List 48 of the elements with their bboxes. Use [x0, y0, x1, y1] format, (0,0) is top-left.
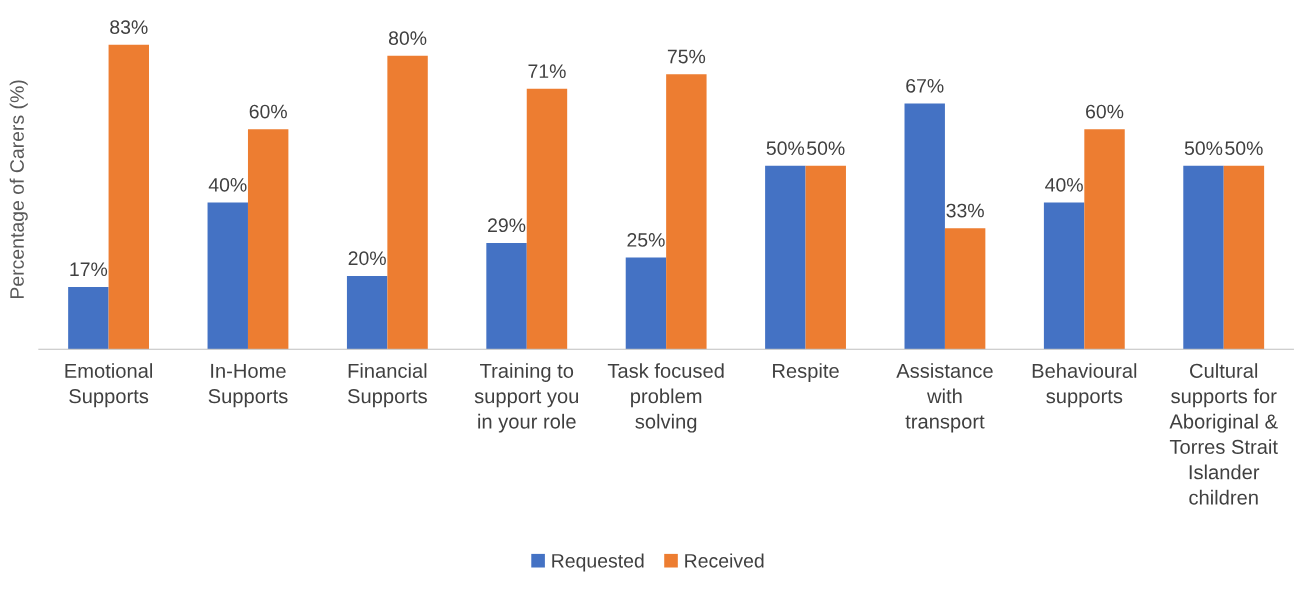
x-tick-label: Emotional Supports [65, 363, 153, 408]
data-label: 33% [946, 203, 984, 218]
data-label: 83% [110, 20, 148, 35]
bar [904, 103, 945, 350]
data-label: 71% [528, 64, 566, 78]
x-tick-label: Financial Supports [347, 363, 427, 408]
data-label: 50% [1225, 141, 1263, 156]
x-tick-label: Training to support you in your role [474, 363, 579, 433]
bar [765, 165, 806, 350]
data-label: 17% [70, 262, 108, 277]
data-label: 75% [667, 49, 706, 64]
bar [1183, 165, 1224, 350]
data-label: 60% [1086, 104, 1124, 119]
bar [526, 88, 568, 350]
legend-label: Requested [552, 553, 644, 572]
bar [387, 55, 428, 350]
bar [805, 165, 846, 350]
data-label: 50% [1184, 141, 1223, 156]
x-tick-label: Assistance with transport [896, 363, 993, 433]
data-label: 50% [807, 141, 845, 156]
x-tick-label: Task focused problem solving [607, 363, 724, 433]
x-tick-label: In-Home Supports [208, 363, 288, 408]
data-label: 29% [488, 218, 526, 233]
bar [1223, 165, 1265, 350]
data-label: 60% [249, 104, 287, 119]
bar [207, 202, 248, 350]
y-axis-title: Percentage of Carers (%) [9, 80, 28, 299]
data-label: 67% [906, 78, 944, 93]
data-label: 20% [348, 251, 386, 266]
bar [625, 257, 667, 350]
bar [346, 275, 388, 350]
data-label: 80% [388, 31, 427, 46]
data-label: 40% [1045, 178, 1083, 192]
x-tick-label: Cultural supports for Aboriginal & Torres Strait Islander children [1169, 363, 1278, 505]
bar [666, 74, 707, 350]
data-label: 40% [208, 178, 247, 192]
bar [1084, 129, 1125, 350]
bar [944, 228, 986, 350]
data-label: 25% [627, 233, 665, 247]
bar [68, 286, 109, 350]
bar [247, 129, 289, 350]
legend-label: Received [685, 553, 764, 568]
x-tick-label: Respite [773, 363, 839, 382]
data-label: 50% [766, 141, 805, 156]
bar [108, 44, 149, 350]
bar [486, 242, 527, 350]
bar [1043, 202, 1085, 350]
x-tick-label: Behavioural supports [1032, 363, 1137, 408]
